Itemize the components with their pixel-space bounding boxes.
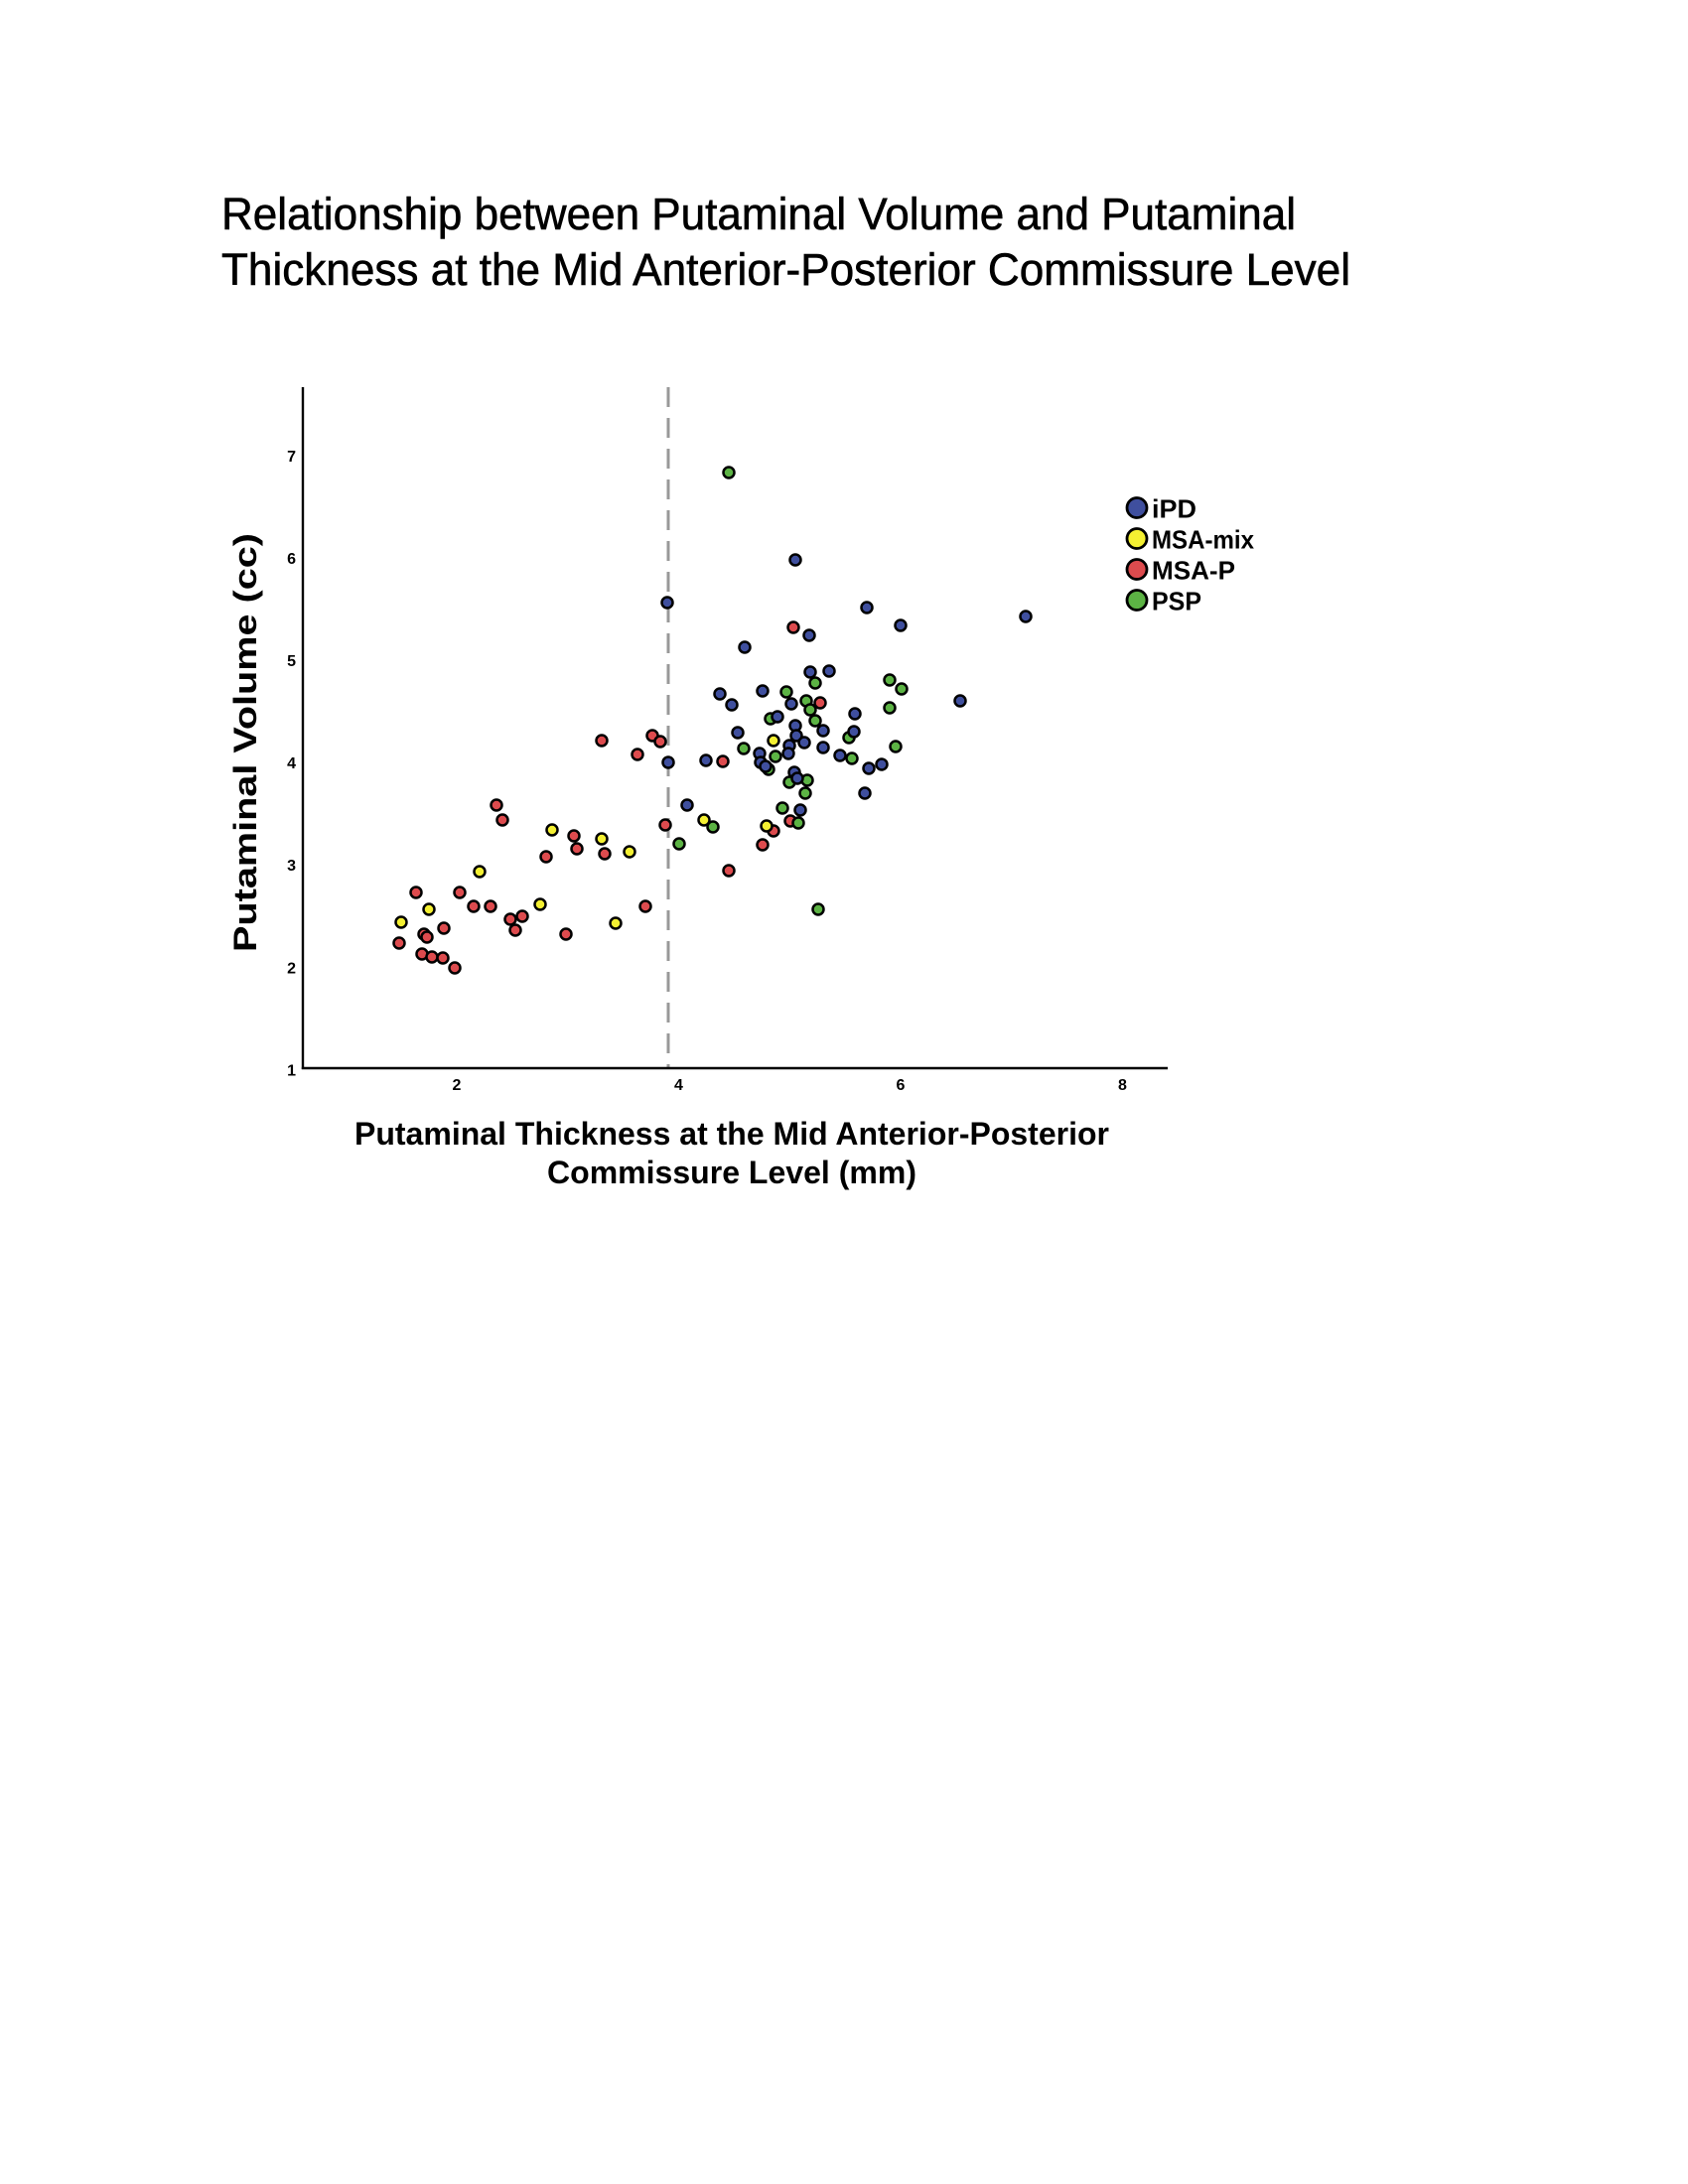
svg-text:2: 2 [287, 960, 296, 977]
svg-text:6: 6 [897, 1077, 906, 1094]
svg-text:4: 4 [287, 755, 296, 772]
svg-text:6: 6 [287, 551, 296, 568]
svg-text:MSA-P: MSA-P [1152, 556, 1235, 586]
svg-text:5: 5 [287, 653, 296, 670]
svg-text:Commissure Level (mm): Commissure Level (mm) [547, 1155, 916, 1190]
svg-text:Putaminal Thickness at the Mid: Putaminal Thickness at the Mid Anterior-… [354, 1116, 1109, 1152]
svg-text:2: 2 [453, 1077, 462, 1094]
svg-text:PSP: PSP [1152, 587, 1201, 616]
svg-text:4: 4 [674, 1077, 683, 1094]
svg-text:8: 8 [1118, 1077, 1127, 1094]
svg-text:1: 1 [287, 1062, 296, 1079]
svg-text:3: 3 [287, 858, 296, 875]
svg-text:Relationship between Putaminal: Relationship between Putaminal Volume an… [221, 189, 1296, 239]
svg-text:Thickness at the Mid Anterior-: Thickness at the Mid Anterior-Posterior … [221, 244, 1350, 295]
svg-text:7: 7 [287, 449, 296, 466]
svg-text:iPD: iPD [1152, 494, 1196, 524]
svg-text:MSA-mix: MSA-mix [1152, 525, 1254, 555]
svg-text:Putaminal Volume (cc): Putaminal Volume (cc) [227, 533, 263, 952]
